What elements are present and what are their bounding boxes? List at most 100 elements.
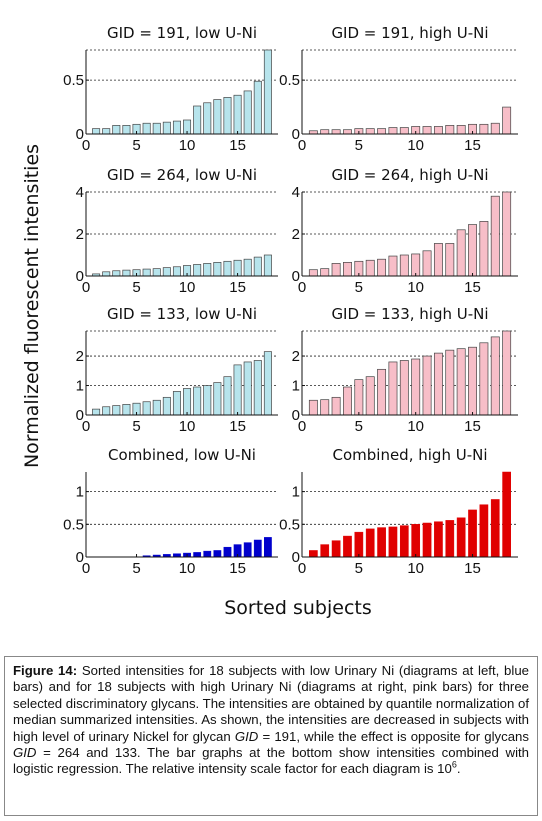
x-tick-label: 15 — [229, 560, 246, 577]
bar — [331, 263, 341, 277]
caption-text-1: Sorted intensities for 18 subjects with … — [13, 663, 529, 744]
bar — [365, 128, 375, 135]
y-tick-label: 0.5 — [63, 72, 84, 89]
bar — [112, 405, 121, 416]
bar — [468, 224, 477, 277]
panel-title: GID = 133, low U-Ni — [107, 305, 257, 323]
bar — [263, 49, 272, 135]
bar — [365, 528, 375, 558]
panel-title: GID = 264, low U-Ni — [107, 166, 257, 184]
panel-4: GID = 264, high U-Ni 0 5 10 15 0 2 4 — [292, 166, 518, 296]
bar — [213, 382, 222, 416]
bar — [183, 388, 192, 416]
bar — [223, 260, 232, 277]
panel-3: GID = 264, low U-Ni 0 5 10 15 0 2 4 — [76, 166, 278, 296]
bar — [456, 229, 466, 277]
bar — [243, 90, 252, 135]
y-tick-label: 0 — [76, 268, 84, 285]
bar — [102, 406, 111, 416]
caption-label: Figure 14: — [13, 663, 78, 678]
bar — [243, 542, 252, 558]
bar — [142, 122, 151, 135]
bar — [152, 399, 161, 416]
bar — [253, 360, 262, 416]
bar — [343, 262, 352, 277]
panel-8: Combined, high U-Ni 0 5 10 15 0 0.5 1 — [279, 446, 518, 577]
y-tick-label: 0 — [76, 126, 84, 143]
x-tick-label: 10 — [407, 560, 424, 577]
panel-2: GID = 191, high U-Ni 0 5 10 15 0 0.5 — [279, 24, 518, 154]
bar — [422, 126, 432, 135]
bar — [445, 125, 455, 135]
y-tick-label: 2 — [292, 226, 300, 243]
panel-title: GID = 191, low U-Ni — [107, 24, 257, 42]
bar — [399, 360, 409, 416]
x-tick-label: 5 — [132, 137, 140, 154]
bar — [320, 544, 330, 558]
y-tick-label: 0 — [292, 126, 300, 143]
y-tick-label: 2 — [76, 348, 84, 365]
panel-title: Combined, high U-Ni — [333, 446, 488, 464]
bar — [162, 267, 171, 277]
x-tick-label: 0 — [298, 418, 306, 435]
bar — [102, 271, 111, 277]
x-tick-label: 0 — [82, 418, 90, 435]
bar — [233, 364, 242, 416]
x-tick-label: 0 — [298, 279, 306, 296]
y-tick-label: 2 — [76, 226, 84, 243]
bar — [213, 550, 222, 558]
bar — [445, 243, 455, 277]
x-tick-label: 15 — [464, 560, 481, 577]
y-tick-label: 1 — [292, 378, 300, 395]
y-tick-label: 0.5 — [279, 516, 300, 533]
x-tick-label: 15 — [229, 279, 246, 296]
bar — [388, 127, 398, 135]
bar — [253, 539, 262, 558]
bar — [92, 128, 101, 135]
y-tick-label: 1 — [76, 484, 84, 501]
bar — [122, 404, 131, 416]
bar — [343, 129, 352, 135]
bar — [456, 348, 466, 416]
x-tick-label: 5 — [355, 279, 363, 296]
bar — [468, 346, 477, 416]
bar — [223, 376, 232, 416]
x-tick-label: 10 — [179, 279, 196, 296]
bar — [122, 269, 131, 277]
bar — [479, 221, 489, 277]
y-tick-label: 0 — [292, 268, 300, 285]
x-tick-label: 0 — [82, 560, 90, 577]
x-tick-label: 15 — [464, 418, 481, 435]
bar — [142, 268, 151, 277]
bar — [456, 517, 466, 558]
caption-gid-1: GID — [234, 728, 259, 744]
bar — [343, 535, 352, 558]
bar — [331, 540, 341, 558]
bar — [320, 268, 330, 277]
panel-1: GID = 191, low U-Ni 0 5 10 15 0 0.5 — [63, 24, 278, 154]
bar — [142, 401, 151, 416]
bar — [411, 253, 421, 277]
bar — [152, 122, 161, 135]
y-tick-label: 0.5 — [63, 516, 84, 533]
bar — [193, 386, 202, 416]
bar — [233, 94, 242, 135]
x-axis-label: Sorted subjects — [224, 597, 372, 619]
bar — [203, 385, 212, 416]
bar — [377, 258, 387, 277]
bar — [162, 121, 171, 135]
bar — [399, 525, 409, 558]
bar — [308, 269, 318, 277]
y-tick-label: 4 — [76, 184, 84, 201]
bar — [331, 396, 341, 416]
panel-title: GID = 191, high U-Ni — [331, 24, 488, 42]
bar — [433, 126, 443, 135]
bar — [172, 391, 181, 416]
bar — [411, 358, 421, 416]
y-tick-label: 1 — [292, 484, 300, 501]
x-tick-label: 5 — [355, 560, 363, 577]
caption-exponent: 6 — [451, 760, 457, 771]
panel-7: Combined, low U-Ni 0 5 10 15 0 0.5 1 — [63, 446, 278, 577]
